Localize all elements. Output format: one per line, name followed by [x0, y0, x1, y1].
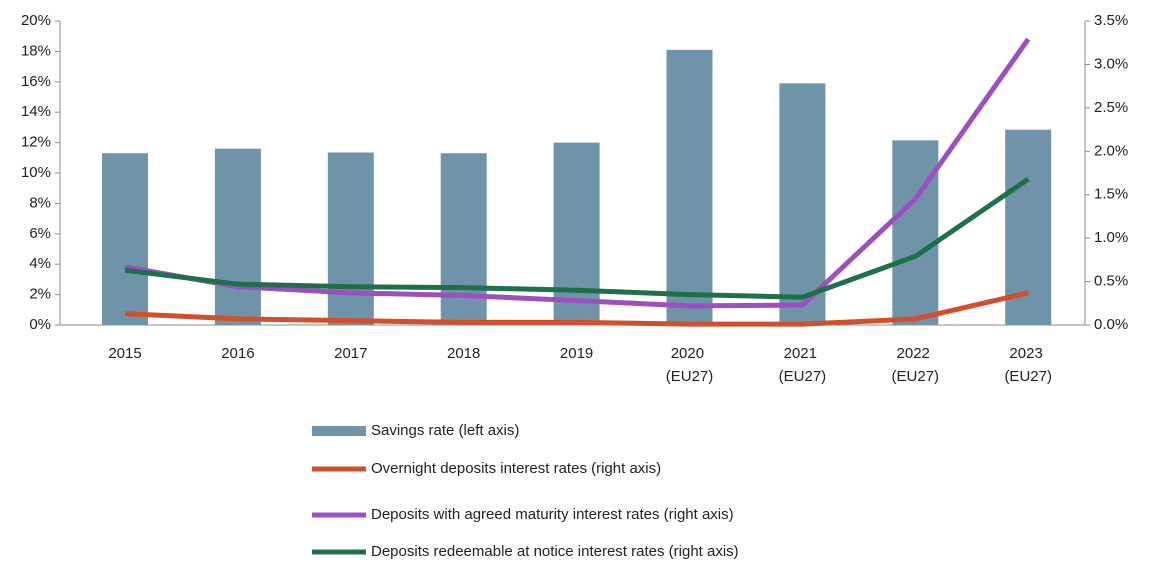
- bar: [214, 148, 261, 325]
- y2-tick-label: 2.0%: [1094, 142, 1128, 159]
- y-tick-label: 4%: [29, 255, 51, 272]
- x-tick-label: 2022 (EU27): [892, 345, 940, 385]
- legend-label: Deposits redeemable at notice interest r…: [371, 543, 739, 560]
- bar: [892, 140, 939, 325]
- y-tick-label: 10%: [21, 164, 51, 181]
- line: [124, 37, 1031, 309]
- bar: [779, 83, 826, 325]
- bar: [440, 153, 487, 325]
- bar: [1005, 129, 1052, 325]
- y-tick-label: 14%: [21, 103, 51, 120]
- line: [124, 290, 1029, 327]
- y-tick-label: 12%: [21, 134, 51, 151]
- bar: [666, 49, 713, 325]
- legend-label: Overnight deposits interest rates (right…: [371, 460, 661, 477]
- legend-swatch: [312, 426, 366, 436]
- x-tick-label: 2019: [560, 345, 593, 362]
- x-tick-label: 2015: [108, 345, 141, 362]
- legend-label: Deposits with agreed maturity interest r…: [371, 506, 734, 523]
- y-tick-label: 6%: [29, 225, 51, 242]
- bar: [327, 152, 374, 325]
- y2-tick-label: 0.5%: [1094, 273, 1128, 290]
- bar: [553, 142, 600, 325]
- x-tick-label: 2017: [334, 345, 367, 362]
- y-tick-label: 18%: [21, 42, 51, 59]
- x-tick-label: 2021 (EU27): [779, 345, 827, 385]
- x-tick-label: 2020 (EU27): [666, 345, 714, 385]
- bar: [102, 153, 148, 325]
- legend-label: Savings rate (left axis): [371, 422, 519, 439]
- line: [124, 177, 1030, 300]
- y-tick-label: 8%: [29, 194, 51, 211]
- x-tick-label: 2016: [221, 345, 254, 362]
- x-tick-label: 2023 (EU27): [1004, 345, 1052, 385]
- y2-tick-label: 1.0%: [1094, 229, 1128, 246]
- y2-tick-label: 3.5%: [1094, 12, 1128, 29]
- y2-tick-label: 3.0%: [1094, 55, 1128, 72]
- y-tick-label: 0%: [29, 316, 51, 333]
- y-tick-label: 16%: [21, 73, 51, 90]
- y-tick-label: 20%: [21, 12, 51, 29]
- y2-tick-label: 2.5%: [1094, 99, 1128, 116]
- y-tick-label: 2%: [29, 286, 51, 303]
- x-tick-label: 2018: [447, 345, 480, 362]
- y2-tick-label: 1.5%: [1094, 186, 1128, 203]
- y2-tick-label: 0.0%: [1094, 316, 1128, 333]
